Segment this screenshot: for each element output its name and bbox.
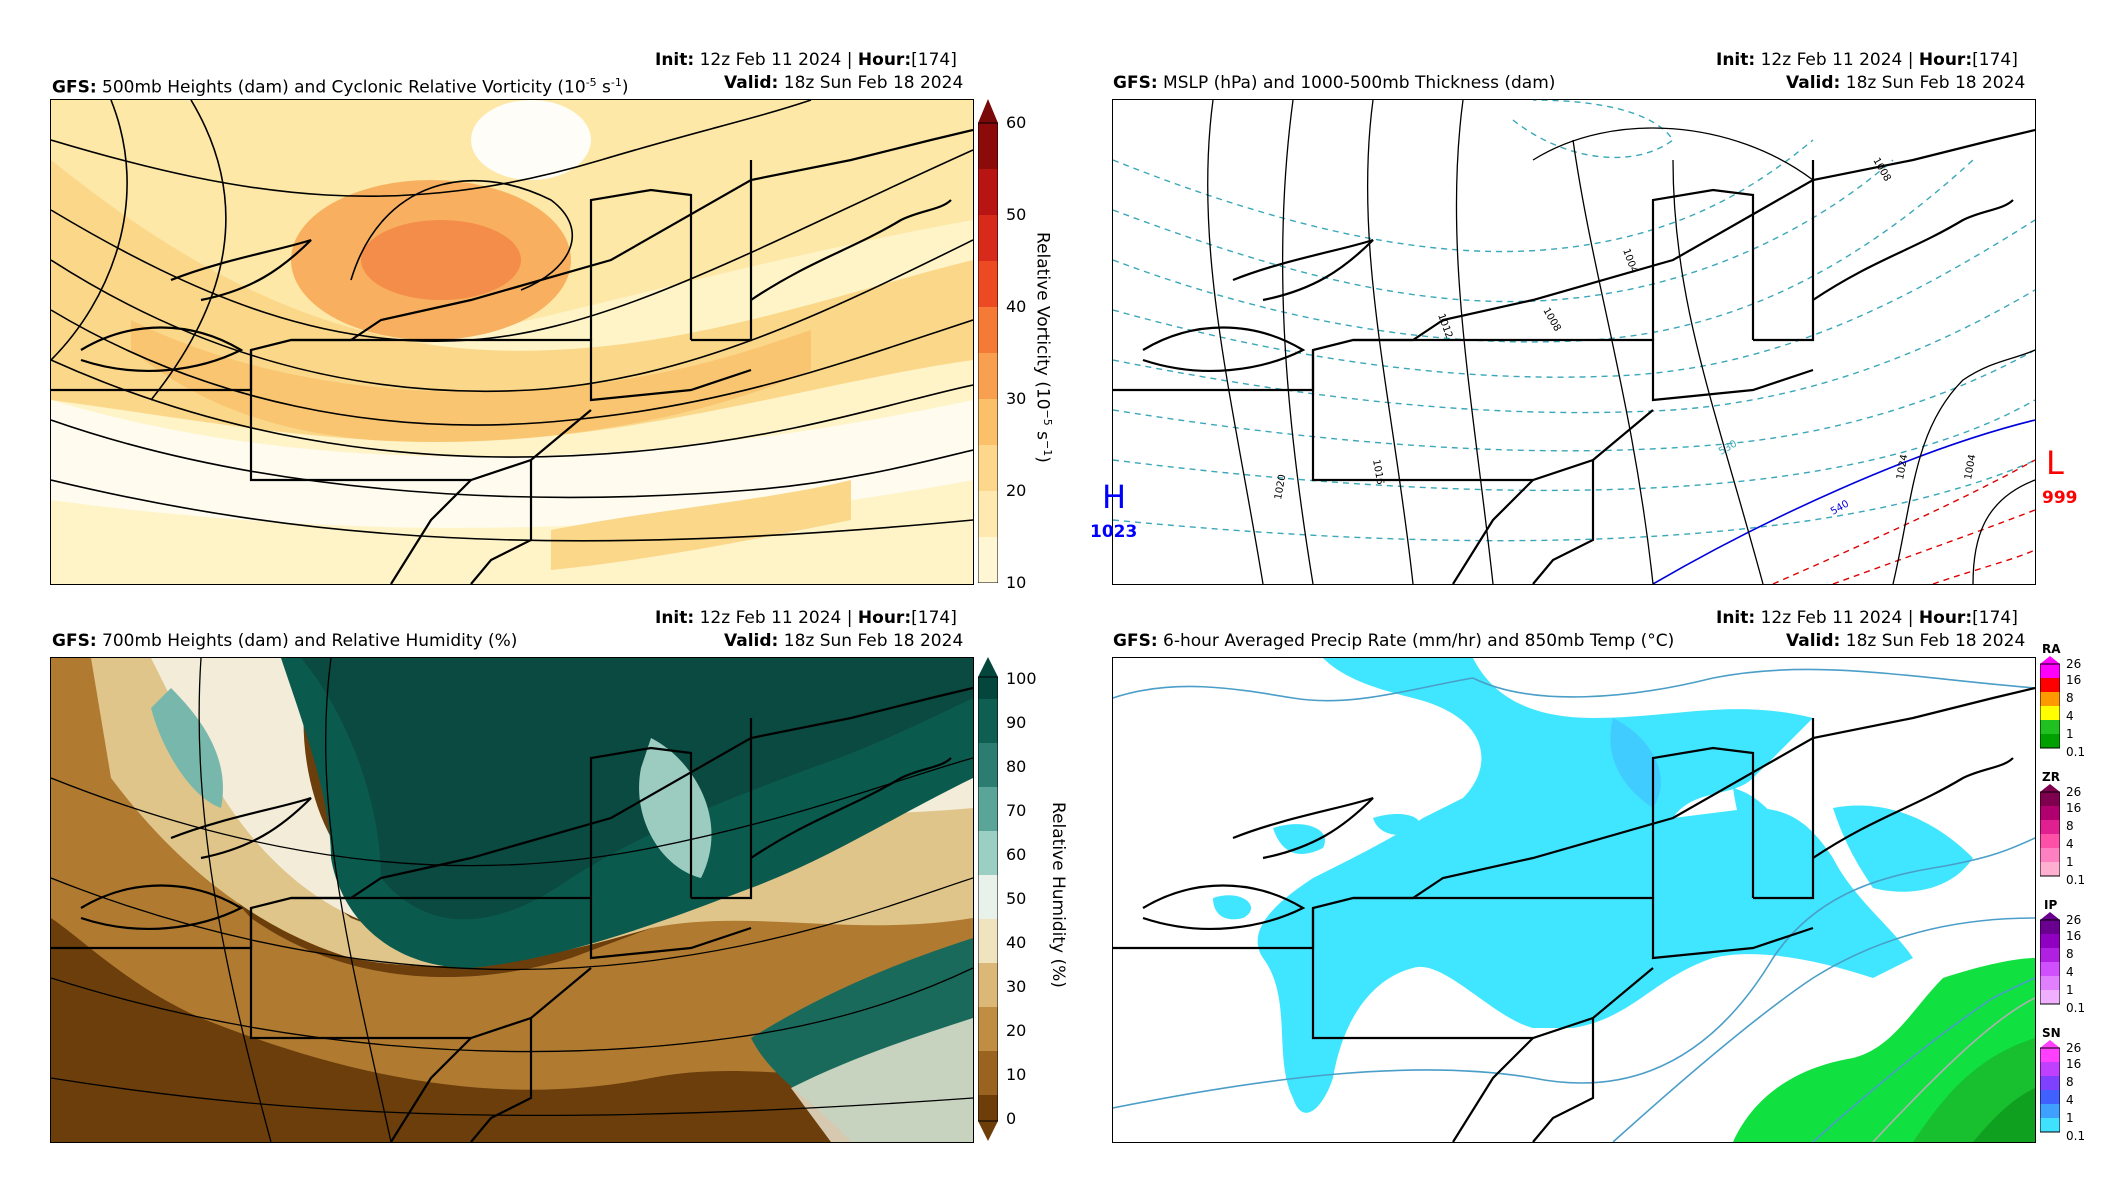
vort-tick: 10: [1006, 573, 1027, 592]
humidity-colorbar: [977, 657, 999, 1141]
vorticity-map: [50, 99, 974, 585]
rh-tick: 80: [1006, 757, 1027, 776]
rain-tick: 16: [2066, 673, 2082, 687]
p2-valid-line: Valid: 18z Sun Feb 18 2024: [1786, 73, 2026, 93]
p4-init-line: Init: 12z Feb 11 2024 | Hour:[174]: [1716, 608, 2018, 628]
ptype-label-sleet: IP: [2044, 898, 2058, 912]
vort-tick: 20: [1006, 481, 1027, 500]
vorticity-colorbar: [977, 99, 999, 584]
zr-tick: 4: [2066, 837, 2074, 851]
vort-tick: 50: [1006, 205, 1027, 224]
high-pressure-marker: H: [1102, 478, 1127, 516]
rh-tick: 30: [1006, 977, 1027, 996]
ip-tick: 8: [2066, 947, 2074, 961]
freezing-rain-colorbar: [2039, 784, 2061, 884]
rain-tick: 26: [2066, 657, 2082, 671]
rh-tick: 100: [1006, 669, 1037, 688]
mslp-contour-label: 1004: [1963, 454, 1978, 481]
rain-tick: 0.1: [2066, 745, 2086, 759]
rh-tick: 10: [1006, 1065, 1027, 1084]
low-pressure-marker: L: [2046, 444, 2064, 482]
vort-tick: 40: [1006, 297, 1027, 316]
p3-valid-line: Valid: 18z Sun Feb 18 2024: [724, 631, 964, 651]
mslp-contour-label: 1004: [1620, 247, 1639, 275]
mslp-contour-label: 1012: [1435, 312, 1454, 340]
sleet-colorbar: [2039, 912, 2061, 1012]
sn-tick: 1: [2066, 1111, 2074, 1125]
ip-tick: 0.1: [2066, 1001, 2086, 1015]
mslp-map: 1008 1004 1008 1012 1016 1020 1024 1004 …: [1112, 99, 2036, 585]
rh-tick: 50: [1006, 889, 1027, 908]
vort-tick: 30: [1006, 389, 1027, 408]
ptype-label-rain: RA: [2042, 642, 2061, 656]
rh-tick: 90: [1006, 713, 1027, 732]
humidity-map: [50, 657, 974, 1143]
sn-tick: 4: [2066, 1093, 2074, 1107]
rain-tick: 8: [2066, 691, 2074, 705]
rain-tick: 1: [2066, 727, 2074, 741]
ip-tick: 16: [2066, 929, 2082, 943]
thickness-label: 540: [1829, 499, 1851, 518]
p2-init-line: Init: 12z Feb 11 2024 | Hour:[174]: [1716, 50, 2018, 70]
zr-tick: 8: [2066, 819, 2074, 833]
rh-tick: 20: [1006, 1021, 1027, 1040]
thickness-label: 530: [1717, 439, 1739, 458]
p1-title: GFS: 500mb Heights (dam) and Cyclonic Re…: [52, 76, 629, 98]
vorticity-colorbar-label: Relative Vorticity (10−5 s−1): [1032, 232, 1054, 463]
humidity-colorbar-label: Relative Humidity (%): [1048, 802, 1068, 988]
p4-title: GFS: 6-hour Averaged Precip Rate (mm/hr)…: [1113, 631, 1675, 651]
zr-tick: 1: [2066, 855, 2074, 869]
rh-tick: 40: [1006, 933, 1027, 952]
ip-tick: 1: [2066, 983, 2074, 997]
p1-init-line: Init: 12z Feb 11 2024 | Hour:[174]: [655, 50, 957, 70]
zr-tick: 16: [2066, 801, 2082, 815]
mslp-contour-label: 1008: [1540, 306, 1562, 334]
p4-valid-line: Valid: 18z Sun Feb 18 2024: [1786, 631, 2026, 651]
mslp-contour-label: 1024: [1895, 454, 1910, 481]
rh-tick: 60: [1006, 845, 1027, 864]
ip-tick: 26: [2066, 913, 2082, 927]
sn-tick: 26: [2066, 1041, 2082, 1055]
ip-tick: 4: [2066, 965, 2074, 979]
p3-title: GFS: 700mb Heights (dam) and Relative Hu…: [52, 631, 518, 651]
p3-init-line: Init: 12z Feb 11 2024 | Hour:[174]: [655, 608, 957, 628]
rain-colorbar: [2039, 656, 2061, 756]
mslp-contour-label: 1008: [1870, 156, 1892, 184]
vort-tick: 60: [1006, 113, 1027, 132]
snow-colorbar: [2039, 1040, 2061, 1140]
high-pressure-value: 1023: [1090, 522, 1138, 542]
sn-tick: 8: [2066, 1075, 2074, 1089]
p2-title: GFS: MSLP (hPa) and 1000-500mb Thickness…: [1113, 73, 1556, 93]
sn-tick: 0.1: [2066, 1129, 2086, 1143]
ptype-label-freezing-rain: ZR: [2042, 770, 2060, 784]
zr-tick: 0.1: [2066, 873, 2086, 887]
precip-map: [1112, 657, 2036, 1143]
zr-tick: 26: [2066, 785, 2082, 799]
low-pressure-value: 999: [2042, 488, 2078, 508]
rh-tick: 70: [1006, 801, 1027, 820]
rh-tick: 0: [1006, 1109, 1017, 1128]
rain-tick: 4: [2066, 709, 2074, 723]
mslp-contour-label: 1020: [1273, 474, 1288, 501]
sn-tick: 16: [2066, 1057, 2082, 1071]
p1-valid-line: Valid: 18z Sun Feb 18 2024: [724, 73, 964, 93]
ptype-label-snow: SN: [2042, 1026, 2061, 1040]
mslp-contour-label: 1016: [1370, 459, 1385, 486]
